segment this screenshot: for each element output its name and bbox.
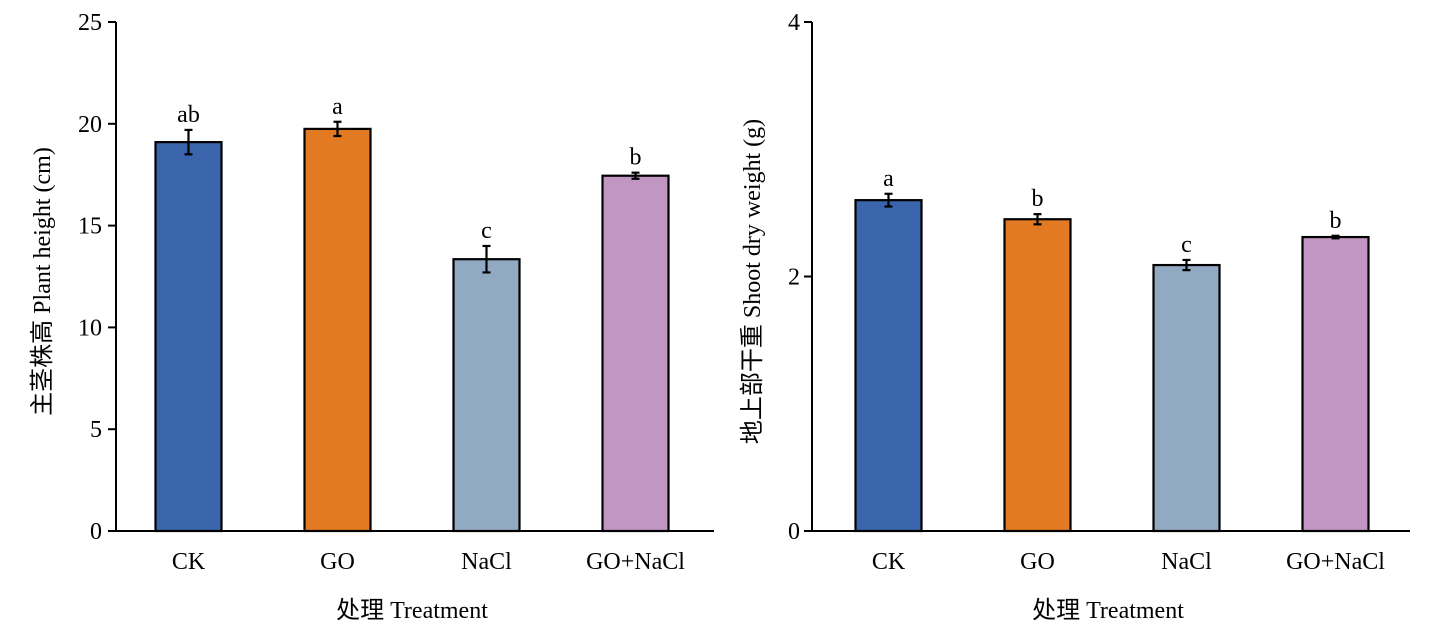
chart-panel-1: 0 5 10 15 20 25 ab CK a GO c NaCl b GO+NaCl 处理 Treatme… (29, 10, 714, 624)
x-tick-label: GO (320, 549, 355, 575)
significance-letter: ab (177, 102, 200, 128)
x-tick-label: GO (1020, 549, 1055, 575)
significance-letter: c (481, 218, 492, 244)
bar-go-nacl (601, 174, 670, 533)
y-tick-label: 2 (788, 265, 800, 291)
y-tick-label: 0 (788, 519, 800, 545)
y-tick-label: 10 (78, 315, 102, 341)
y-tick-label: 25 (78, 10, 102, 36)
y-tick-label: 15 (78, 214, 102, 240)
bar-nacl (452, 258, 521, 533)
bar-ck (854, 199, 923, 533)
y-tick-label: 0 (90, 519, 102, 545)
x-tick-label: CK (172, 549, 206, 575)
bar-go (1003, 218, 1072, 533)
significance-letter: b (630, 145, 642, 171)
y-tick-label: 5 (90, 417, 102, 443)
x-tick-label: CK (872, 549, 906, 575)
significance-letter: b (1330, 208, 1342, 234)
significance-letter: b (1032, 186, 1044, 212)
bar-ck (154, 141, 223, 533)
y-axis-title: 地上部干重 Shoot dry weight (g) (739, 119, 766, 444)
x-axis-title: 处理 Treatment (1032, 597, 1184, 624)
y-tick-label: 4 (788, 10, 800, 36)
y-axis-title: 主茎株高 Plant height (cm) (29, 147, 56, 416)
x-tick-label: GO+NaCl (586, 549, 685, 575)
x-tick-label: GO+NaCl (1286, 549, 1385, 575)
significance-letter: a (883, 166, 894, 192)
chart-panel-2: 0 2 4 a CK b GO c NaCl b GO+NaCl 处理 Treatment 地上部干重 … (739, 10, 1410, 624)
bar-nacl (1152, 263, 1221, 533)
bar-go-nacl (1301, 235, 1370, 533)
x-axis-title: 处理 Treatment (336, 597, 488, 624)
significance-letter: c (1181, 232, 1192, 258)
bar-go (303, 127, 372, 533)
y-tick-label: 20 (78, 112, 102, 138)
significance-letter: a (332, 94, 343, 120)
x-tick-label: NaCl (1161, 549, 1212, 575)
x-tick-label: NaCl (461, 549, 512, 575)
